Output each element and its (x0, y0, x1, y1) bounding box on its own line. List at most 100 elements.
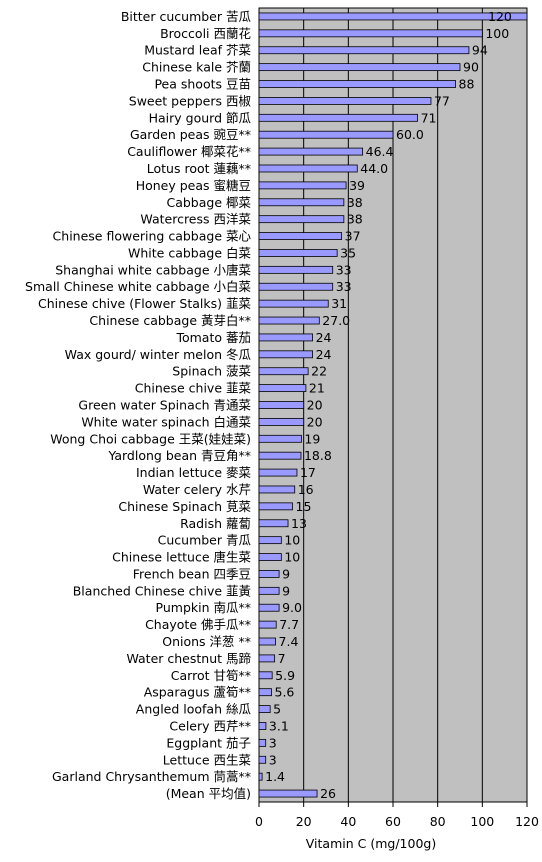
x-tick-label: 0 (255, 814, 263, 829)
category-label: Garden peas 豌豆** (130, 127, 251, 142)
gridlines (303, 8, 483, 802)
bar (258, 654, 276, 663)
value-label: 10 (284, 550, 300, 565)
bar (258, 367, 309, 376)
value-label: 77 (434, 93, 450, 108)
bar (258, 113, 418, 122)
bars (258, 12, 528, 798)
category-label: Sweet peppers 西椒 (129, 93, 252, 108)
bar (258, 350, 313, 359)
bar (258, 789, 318, 798)
bar (258, 164, 358, 173)
category-label: Water celery 水芹 (143, 482, 251, 497)
value-label: 1.4 (265, 769, 285, 784)
value-label: 39 (349, 178, 365, 193)
bar (258, 434, 302, 443)
value-label: 38 (347, 195, 363, 210)
bar (258, 637, 276, 646)
category-label: Chinese cabbage 黃芽白** (89, 313, 251, 328)
value-label: 13 (291, 516, 307, 531)
category-label: Chinese flowering cabbage 菜心 (53, 229, 252, 244)
value-label: 9 (282, 566, 290, 581)
value-label: 22 (311, 364, 327, 379)
category-label: Celery 西芹** (169, 718, 251, 733)
x-tick-label: 40 (340, 814, 356, 829)
x-tick-label: 120 (515, 814, 539, 829)
value-label: 3 (269, 735, 277, 750)
bar (258, 705, 271, 713)
value-label: 3.1 (269, 718, 289, 733)
category-label: White cabbage 白菜 (128, 245, 251, 260)
category-label: Cabbage 椰菜 (166, 195, 251, 210)
category-label: Spinach 菠菜 (172, 364, 251, 379)
value-label: 21 (309, 381, 325, 396)
category-label: Chayote 佛手瓜** (145, 617, 251, 632)
category-label: Tomato 蕃茄 (175, 330, 251, 345)
category-label: Water chestnut 馬蹄 (126, 651, 251, 666)
bar (258, 401, 305, 409)
category-label: Chinese chive 韮菜 (135, 381, 252, 396)
bar (258, 265, 334, 274)
bar (258, 586, 280, 595)
category-label: Indian lettuce 麥菜 (136, 465, 251, 480)
value-label: 7 (278, 651, 286, 666)
value-label: 5.6 (275, 685, 295, 700)
bar (258, 553, 282, 561)
x-axis-ticks: 0 20 40 60 80 100 120 (255, 802, 539, 829)
value-label: 33 (336, 262, 352, 277)
bar (258, 181, 347, 190)
bar (258, 198, 345, 207)
category-label: Small Chinese white cabbage 小白菜 (25, 279, 251, 294)
value-label: 100 (485, 26, 509, 41)
bar (258, 620, 277, 629)
category-label: Wax gourd/ winter melon 冬瓜 (65, 347, 252, 362)
value-label: 9.0 (282, 600, 302, 615)
category-label: (Mean 平均值) (166, 786, 251, 801)
category-label: Carrot 甘筍** (171, 668, 251, 683)
category-label: Pumpkin 南瓜** (156, 600, 251, 615)
bar (258, 755, 267, 764)
category-label: Garland Chrysanthemum 茼蒿** (52, 769, 251, 784)
category-labels: Bitter cucumber 苦瓜 Broccoli 西蘭花 Mustard le… (25, 9, 251, 801)
bar (258, 468, 298, 477)
value-label: 71 (421, 110, 437, 125)
value-label: 26 (320, 786, 336, 801)
category-label: Cauliflower 椰菜花** (127, 144, 251, 159)
value-label: 38 (347, 212, 363, 227)
bar (258, 12, 528, 21)
bar (258, 502, 293, 511)
category-label: Cucumber 青瓜 (158, 533, 252, 548)
bar (258, 46, 470, 55)
category-label: Chinese Spinach 莧菜 (118, 499, 251, 514)
value-label: 88 (459, 77, 475, 92)
category-label: Mustard leaf 芥菜 (144, 43, 251, 58)
bar (258, 80, 456, 88)
value-label: 46.4 (366, 144, 394, 159)
category-label: Angled loofah 絲瓜 (136, 702, 252, 717)
value-label: 60.0 (396, 127, 424, 142)
bar (258, 249, 338, 257)
bar (258, 536, 282, 545)
bar (258, 485, 296, 494)
bar (258, 316, 320, 325)
category-label: Lettuce 西生菜 (163, 752, 252, 767)
value-label: 7.4 (279, 634, 299, 649)
value-label: 31 (331, 296, 347, 311)
category-label: Blanched Chinese chive 韮黃 (73, 583, 251, 598)
bar (258, 671, 273, 680)
bar (258, 603, 280, 612)
value-label: 7.7 (279, 617, 299, 632)
value-label: 16 (298, 482, 314, 497)
value-label: 120 (488, 9, 512, 24)
bar (258, 97, 432, 105)
value-labels: 120100949088777160.046.444.0393838373533… (265, 9, 512, 801)
value-label: 90 (463, 60, 479, 75)
category-label: Broccoli 西蘭花 (160, 26, 251, 41)
bar (258, 147, 364, 156)
category-label: Chinese chive (Flower Stalks) 韮菜 (38, 296, 252, 311)
category-label: French bean 四季豆 (133, 566, 251, 581)
bar (258, 333, 313, 342)
x-tick-label: 80 (430, 814, 446, 829)
